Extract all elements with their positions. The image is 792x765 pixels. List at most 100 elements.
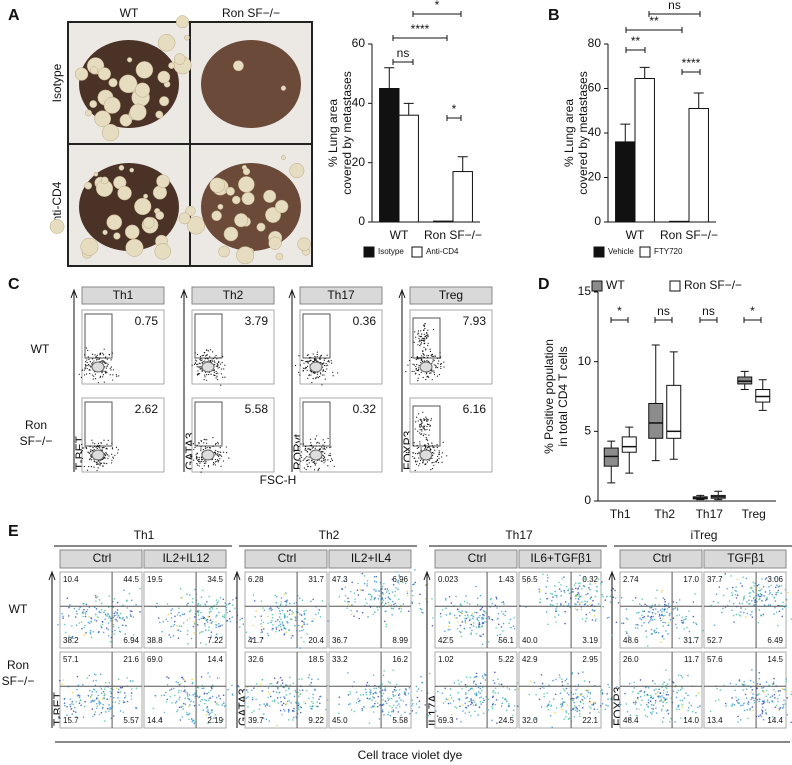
event [107, 457, 109, 460]
event [612, 587, 615, 590]
event [381, 598, 383, 600]
event [73, 607, 76, 610]
event [299, 647, 302, 649]
event [422, 339, 424, 342]
event [424, 597, 427, 600]
event [216, 601, 219, 604]
event [215, 636, 217, 638]
event [125, 695, 127, 697]
event [749, 591, 752, 594]
event [500, 626, 503, 628]
event [212, 351, 214, 353]
legend-swatch [593, 246, 605, 258]
event [417, 367, 419, 369]
event [546, 692, 549, 694]
quadrant-value: 42.5 [438, 636, 454, 645]
event [439, 351, 441, 354]
event [287, 711, 290, 713]
significance-bracket [699, 317, 718, 323]
event [652, 608, 655, 611]
event [372, 613, 375, 616]
event [565, 711, 568, 714]
event [763, 595, 765, 597]
event [290, 634, 292, 637]
event [88, 365, 90, 367]
panel-label: D [538, 276, 550, 293]
event [198, 696, 200, 699]
event [751, 706, 754, 708]
nodule [289, 163, 305, 179]
event [495, 597, 498, 600]
event [220, 451, 222, 453]
nodule [238, 176, 255, 193]
event [185, 711, 188, 714]
event [221, 361, 223, 364]
event [439, 363, 442, 365]
event [652, 711, 654, 713]
event [439, 612, 442, 615]
event [294, 616, 297, 618]
event [100, 602, 103, 605]
event [200, 440, 203, 442]
event [429, 424, 431, 427]
event [737, 721, 739, 724]
event [232, 598, 234, 601]
event [316, 701, 318, 703]
event [220, 455, 223, 457]
event [180, 690, 182, 692]
event [329, 452, 331, 454]
event [466, 602, 469, 604]
event [388, 711, 390, 713]
event [396, 704, 399, 707]
event [560, 590, 563, 592]
event [375, 575, 378, 578]
row-label: WT [9, 602, 28, 616]
event [275, 628, 278, 630]
event [317, 678, 320, 680]
event [198, 362, 200, 364]
event [129, 613, 132, 616]
event [382, 674, 385, 677]
event [652, 704, 655, 706]
event [780, 592, 782, 595]
event [688, 702, 691, 704]
event [484, 674, 486, 677]
event [209, 349, 212, 351]
event [109, 620, 112, 622]
event [277, 626, 279, 629]
event [554, 711, 556, 714]
event [424, 428, 426, 430]
event [216, 375, 218, 377]
event [350, 709, 353, 711]
event [510, 626, 512, 629]
event [364, 688, 367, 691]
event [396, 700, 399, 702]
event [83, 447, 85, 449]
event [428, 429, 431, 431]
event [198, 704, 200, 706]
event [555, 706, 558, 709]
event [427, 419, 429, 421]
event [177, 611, 180, 614]
event [423, 354, 425, 356]
event [191, 597, 194, 600]
event [314, 372, 316, 375]
event [196, 360, 198, 362]
event [300, 614, 303, 616]
event [484, 679, 487, 681]
event [211, 711, 213, 714]
event [420, 447, 422, 449]
event [344, 586, 347, 589]
event [91, 690, 94, 693]
event [724, 573, 727, 575]
event [305, 366, 308, 369]
event [416, 460, 418, 462]
event [690, 704, 693, 707]
event [418, 337, 420, 340]
event [62, 615, 64, 618]
event [675, 601, 678, 604]
event [322, 454, 324, 457]
event [113, 696, 115, 699]
event [661, 614, 664, 616]
event [765, 577, 768, 579]
